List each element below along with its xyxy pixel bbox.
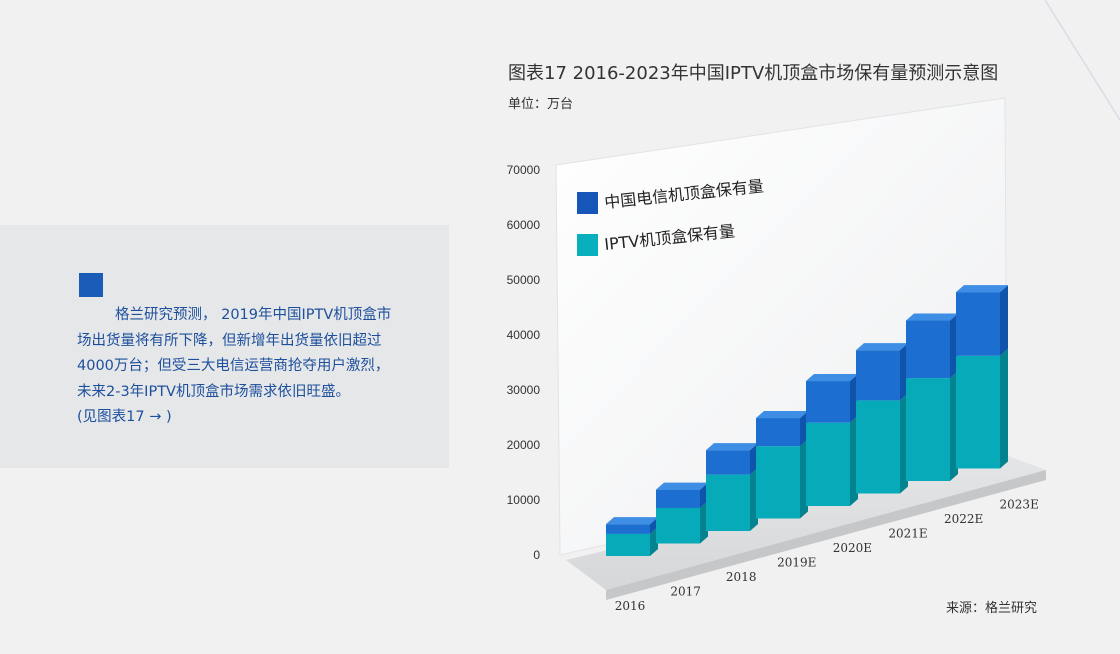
summary-line-3: 4000万台；但受三大电信运营商抢夺用户激烈， bbox=[77, 358, 390, 374]
bar-top-face bbox=[856, 343, 908, 351]
bar-iptv bbox=[656, 507, 700, 544]
y-tick-label: 10000 bbox=[507, 493, 541, 507]
summary-line-1: 格兰研究预测， 2019年中国IPTV机顶盒市 bbox=[115, 307, 392, 323]
bar-iptv bbox=[606, 533, 650, 556]
unit-label: 单位：万台 bbox=[508, 97, 574, 112]
bar-iptv bbox=[756, 446, 800, 519]
x-tick-label: 2021E bbox=[888, 527, 927, 541]
x-tick-label: 2018 bbox=[726, 570, 757, 584]
y-tick-label: 30000 bbox=[507, 383, 541, 397]
summary-text: 格兰研究预测， 2019年中国IPTV机顶盒市 场出货量将有所下降，但新增年出货… bbox=[77, 303, 427, 431]
source-label: 来源：格兰研究 bbox=[946, 601, 1038, 616]
bar-iptv bbox=[956, 355, 1000, 469]
bar-top-face bbox=[706, 443, 758, 451]
bar-top-face bbox=[656, 482, 708, 490]
summary-line-2: 场出货量将有所下降，但新增年出货量依旧超过 bbox=[77, 332, 382, 349]
bar-telecom bbox=[856, 350, 900, 401]
x-tick-label: 2019E bbox=[777, 556, 816, 570]
y-tick-label: 40000 bbox=[507, 328, 541, 342]
bar-telecom bbox=[956, 292, 1000, 356]
summary-figure-link[interactable]: (见图表17 → ) bbox=[77, 409, 172, 425]
y-tick-label: 70000 bbox=[507, 163, 541, 177]
y-tick-label: 60000 bbox=[507, 218, 541, 232]
y-tick-label: 20000 bbox=[507, 438, 541, 452]
x-tick-label: 2017 bbox=[670, 585, 701, 599]
x-tick-label: 2016 bbox=[615, 599, 646, 613]
bar-iptv bbox=[856, 400, 900, 494]
bar-telecom bbox=[806, 381, 850, 423]
x-tick-label: 2020E bbox=[833, 541, 872, 555]
y-tick-label: 0 bbox=[533, 548, 540, 562]
bar-iptv-side bbox=[1000, 348, 1008, 469]
legend-swatch bbox=[577, 234, 598, 256]
bar-top-face bbox=[906, 313, 958, 321]
bar-telecom bbox=[756, 418, 800, 447]
bar-top-face bbox=[956, 285, 1008, 293]
bar-iptv bbox=[906, 378, 950, 481]
chart-floor bbox=[566, 455, 1046, 590]
y-tick-label: 50000 bbox=[507, 273, 541, 287]
summary-line-4: 未来2-3年IPTV机顶盒市场需求依旧旺盛。 bbox=[77, 383, 350, 400]
bar-telecom bbox=[606, 524, 650, 534]
bar-top-face bbox=[756, 411, 808, 419]
bullet-square-icon bbox=[79, 273, 103, 297]
bar-top-face bbox=[806, 374, 858, 382]
chart-floor-edge bbox=[606, 470, 1046, 600]
bar-iptv bbox=[706, 474, 750, 531]
decorative-line bbox=[1044, 0, 1120, 121]
summary-panel bbox=[0, 225, 449, 468]
legend-swatch bbox=[577, 192, 598, 214]
x-tick-label: 2023E bbox=[1000, 498, 1039, 512]
bar-iptv bbox=[806, 422, 850, 506]
bar-telecom-side bbox=[1000, 285, 1008, 356]
bar-telecom bbox=[656, 489, 700, 508]
bar-top-face bbox=[606, 517, 658, 525]
chart-title: 图表17 2016-2023年中国IPTV机顶盒市场保有量预测示意图 bbox=[508, 63, 999, 84]
bar-telecom bbox=[906, 320, 950, 379]
x-tick-label: 2022E bbox=[944, 512, 983, 526]
bar-telecom bbox=[706, 450, 750, 475]
